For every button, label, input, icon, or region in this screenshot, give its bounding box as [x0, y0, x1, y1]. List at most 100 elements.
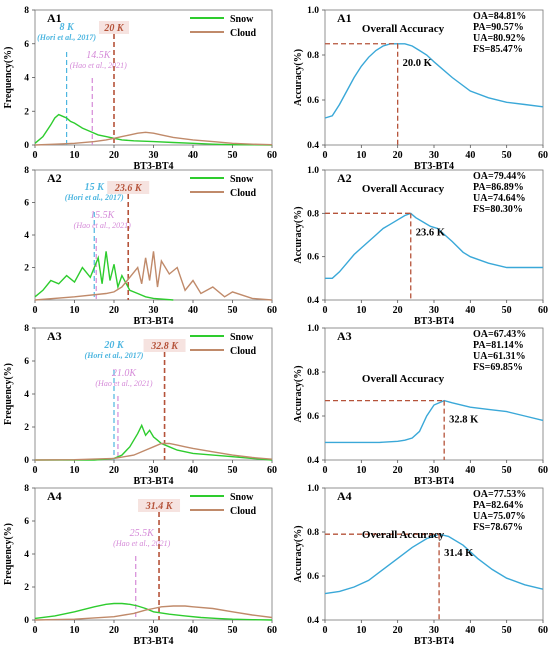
- x-tick-label: 20: [393, 305, 403, 316]
- series-line-snow: [34, 251, 174, 301]
- reference-label-hao: 15.5K: [90, 210, 116, 221]
- x-tick-label: 0: [33, 465, 38, 476]
- x-tick-label: 50: [228, 625, 238, 636]
- metric-label: PA=90.57%: [473, 22, 524, 33]
- threshold-label: 20 K: [103, 23, 125, 34]
- x-axis-label: BT3-BT4: [133, 636, 173, 645]
- metric-label: UA=75.07%: [473, 511, 526, 522]
- metric-label: FS=78.67%: [473, 522, 523, 533]
- panel-label: A3: [47, 329, 62, 343]
- x-tick-label: 60: [267, 465, 277, 476]
- y-axis-label: Accuracy(%): [293, 365, 304, 422]
- metric-label: FS=85.47%: [473, 44, 523, 55]
- peak-label: 20.0 K: [403, 58, 433, 69]
- threshold-label-bg: [143, 339, 186, 352]
- y-axis-label: Accuracy(%): [293, 49, 304, 106]
- y-tick-label: 0.4: [307, 616, 319, 626]
- panel-label: A4: [337, 489, 352, 503]
- y-tick-label: 1.0: [307, 484, 319, 494]
- frequency-chart-a1: 0 10 20 30 40 50 60 BT3-BT4 0 2 4 6 8 Frequency(%) A18…: [3, 6, 277, 172]
- reference-note-hori: (Hori et al., 2017): [85, 351, 144, 360]
- y-tick-label: 0.6: [307, 412, 319, 422]
- reference-note-hao: (Hao et al., 2021): [74, 221, 131, 230]
- x-tick-label: 60: [538, 625, 548, 636]
- y-tick-label: 4: [24, 550, 29, 560]
- legend-label: Snow: [230, 492, 254, 503]
- y-tick-label: 0.4: [307, 141, 319, 151]
- panel-label: A2: [47, 171, 62, 185]
- y-tick-label: 1.0: [307, 324, 319, 334]
- y-axis-label: Frequency(%): [3, 46, 14, 108]
- reference-label-hori: 8 K: [60, 22, 76, 33]
- y-tick-label: 0.8: [307, 368, 319, 378]
- x-tick-label: 60: [538, 150, 548, 161]
- y-tick-label: 6: [24, 199, 29, 209]
- x-tick-label: 50: [502, 625, 512, 636]
- reference-note-hori: (Hori et al., 2017): [37, 33, 96, 42]
- x-tick-label: 20: [109, 150, 119, 161]
- y-tick-label: 0: [24, 456, 29, 466]
- x-tick-label: 20: [393, 150, 403, 161]
- x-tick-label: 40: [465, 305, 475, 316]
- threshold-label-bg: [99, 21, 129, 34]
- x-tick-label: 10: [356, 465, 366, 476]
- x-tick-label: 30: [429, 150, 439, 161]
- accuracy-curve: [324, 533, 544, 595]
- y-tick-label: 0.6: [307, 253, 319, 263]
- peak-label: 32.8 K: [449, 415, 479, 426]
- panel-label: A2: [337, 171, 352, 185]
- x-tick-label: 40: [465, 625, 475, 636]
- panel-label: A1: [337, 11, 352, 25]
- x-axis-label: BT3-BT4: [414, 636, 454, 645]
- x-tick-label: 40: [465, 150, 475, 161]
- metric-label: UA=80.92%: [473, 33, 526, 44]
- x-tick-label: 10: [356, 625, 366, 636]
- y-tick-label: 0.8: [307, 51, 319, 61]
- y-tick-label: 0: [24, 616, 29, 626]
- metric-label: PA=82.64%: [473, 500, 524, 511]
- x-tick-label: 60: [267, 625, 277, 636]
- accuracy-chart-a2: 0 10 20 30 40 50 60 BT3-BT4 0.4 0.6 0.8 1.0 Accuracy…: [293, 166, 548, 327]
- reference-label-hao: 14.5K: [86, 50, 112, 61]
- x-tick-label: 0: [33, 625, 38, 636]
- metric-label: OA=77.53%: [473, 489, 526, 500]
- x-tick-label: 60: [267, 305, 277, 316]
- reference-note-hao: (Hao et al., 2021): [70, 61, 127, 70]
- legend-label: Cloud: [230, 28, 257, 39]
- metric-label: UA=61.31%: [473, 351, 526, 362]
- x-tick-label: 60: [538, 465, 548, 476]
- reference-label-hao: 21.0K: [112, 368, 138, 379]
- legend-label: Cloud: [230, 506, 257, 517]
- legend-label: Snow: [230, 14, 254, 25]
- reference-note-hao: (Hao et al., 2021): [113, 539, 170, 548]
- y-tick-label: 1.0: [307, 166, 319, 176]
- series-line-snow: [35, 423, 273, 461]
- x-tick-label: 10: [356, 305, 366, 316]
- y-tick-label: 2: [24, 583, 29, 593]
- x-tick-label: 40: [188, 305, 198, 316]
- x-tick-label: 10: [70, 305, 80, 316]
- x-tick-label: 20: [109, 305, 119, 316]
- x-tick-label: 30: [149, 625, 159, 636]
- y-tick-label: 0.4: [307, 456, 319, 466]
- x-axis-label: BT3-BT4: [133, 316, 173, 327]
- metric-label: OA=79.44%: [473, 171, 526, 182]
- y-tick-label: 2: [24, 423, 29, 433]
- x-tick-label: 0: [33, 150, 38, 161]
- x-tick-label: 30: [429, 305, 439, 316]
- x-tick-label: 50: [228, 465, 238, 476]
- y-tick-label: 4: [24, 74, 29, 84]
- accuracy-chart-a4: 0 10 20 30 40 50 60 BT3-BT4 0.4 0.6 0.8 1.0 Accuracy…: [293, 484, 548, 645]
- y-tick-label: 0.4: [307, 296, 319, 306]
- y-axis-label: Frequency(%): [3, 363, 14, 425]
- series-line-cloud: [34, 251, 273, 301]
- x-tick-label: 50: [228, 305, 238, 316]
- threshold-label: 23.6 K: [114, 183, 143, 194]
- x-tick-label: 60: [267, 150, 277, 161]
- x-tick-label: 50: [502, 150, 512, 161]
- x-tick-label: 30: [149, 305, 159, 316]
- x-axis-label: BT3-BT4: [414, 476, 454, 487]
- x-tick-label: 40: [465, 465, 475, 476]
- y-axis-label: Frequency(%): [3, 523, 14, 585]
- accuracy-chart-a3: 0 10 20 30 40 50 60 BT3-BT4 0.4 0.6 0.8 1.0 Accuracy…: [293, 324, 548, 487]
